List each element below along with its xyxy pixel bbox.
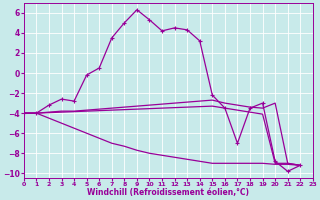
X-axis label: Windchill (Refroidissement éolien,°C): Windchill (Refroidissement éolien,°C)	[87, 188, 249, 197]
